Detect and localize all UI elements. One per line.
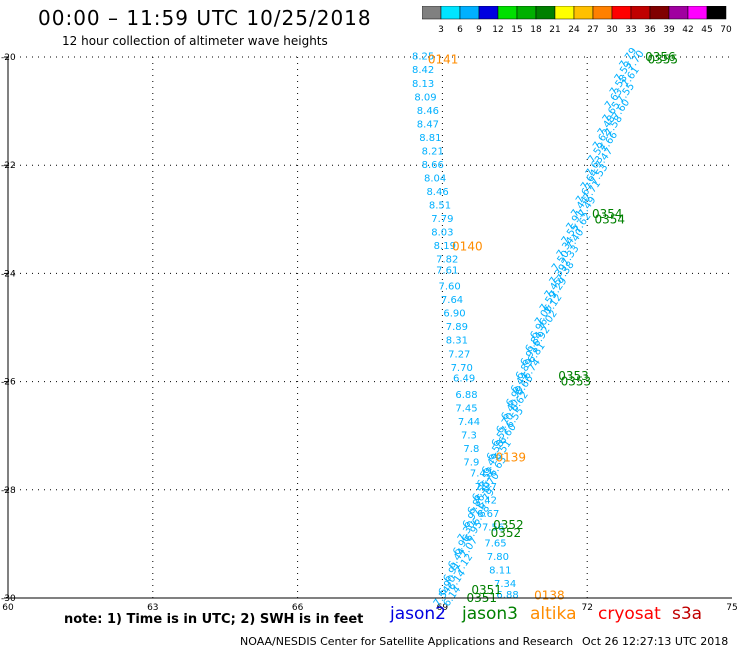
swh-value-descending: 7.80: [487, 552, 509, 563]
swh-value-descending: 7.8: [463, 444, 479, 455]
generated-timestamp: Oct 26 12:27:13 UTC 2018: [582, 635, 729, 648]
x-tick-label: 72: [581, 603, 592, 613]
swh-value-descending: 8.13: [412, 79, 434, 90]
swh-value-descending: 6.49: [453, 374, 475, 385]
swh-value-descending: 7.79: [431, 214, 453, 225]
pass-time-label: 0356: [645, 50, 676, 64]
colorbar-label: 36: [644, 25, 656, 34]
colorbar-label: 15: [511, 25, 522, 34]
swh-value-descending: 6.88: [455, 390, 477, 401]
colorbar-swatch: [706, 6, 727, 20]
colorbar-label: 39: [663, 25, 675, 34]
x-tick-label: 60: [2, 603, 14, 613]
pass-time-label: 0139: [495, 450, 526, 464]
swh-value-descending: 7.70: [451, 363, 473, 374]
x-tick-label: 63: [147, 603, 158, 613]
swh-value-descending: 7.82: [436, 255, 458, 266]
swh-value-descending: 8.51: [429, 200, 451, 211]
swh-value-descending: 7.9: [463, 457, 479, 468]
swh-value-descending: 6.88: [496, 590, 518, 601]
swh-value-descending: 7.64: [441, 295, 463, 306]
pass-time-label: 0352: [493, 518, 524, 532]
swh-value-descending: 7.42: [470, 468, 492, 479]
colorbar-label: 12: [492, 25, 503, 34]
pass-time-label: 0140: [452, 239, 483, 253]
colorbar-label: 33: [625, 25, 636, 34]
swh-value-descending: 8.42: [412, 65, 434, 76]
legend-s3a: s3a: [672, 604, 703, 624]
swh-value-descending: 7.60: [439, 282, 461, 293]
swh-value-descending: 8.47: [417, 119, 439, 130]
swh-value-descending: 8.46: [426, 187, 448, 198]
swh-value-descending: 8.25: [412, 52, 434, 63]
pass-time-label: 0355: [648, 53, 679, 67]
swh-value-descending: 8.04: [424, 173, 446, 184]
footnote: note: 1) Time is in UTC; 2) SWH is in fe…: [64, 612, 364, 627]
swh-value-descending: 7.89: [446, 322, 468, 333]
legend-jason3: jason3: [462, 604, 518, 624]
x-tick-label: 66: [292, 603, 304, 613]
pass-time-label: 0352: [491, 526, 522, 540]
swh-value-descending: 7.37: [475, 482, 497, 493]
pass-time-label: 0141: [428, 53, 459, 67]
swh-value-descending: 7.56: [482, 522, 504, 533]
swh-value-descending: 8.19: [434, 241, 456, 252]
swh-value-descending: 7.34: [494, 579, 516, 590]
swh-value-descending: 8.31: [446, 336, 468, 347]
swh-value-descending: 6.67: [477, 509, 499, 520]
swh-value-descending: 8.66: [422, 160, 444, 171]
colorbar-label: 21: [549, 25, 560, 34]
legend-altika: altika: [530, 604, 577, 624]
pass-time-label: 0351: [471, 583, 502, 597]
colorbar-label: 70: [720, 25, 732, 34]
legend-jason2: jason2: [390, 604, 446, 624]
colorbar-label: 24: [568, 25, 580, 34]
chart-title: 00:00 – 11:59 UTC 10/25/2018: [38, 6, 372, 30]
credit-text: NOAA/NESDIS Center for Satellite Applica…: [240, 635, 574, 648]
swh-value-descending: 7.27: [448, 349, 470, 360]
x-tick-label: 75: [726, 603, 737, 613]
colorbar-label: 18: [530, 25, 542, 34]
swh-value-descending: 8.21: [422, 146, 444, 157]
swh-value-descending: 8.81: [419, 133, 441, 144]
swh-value-descending: 7.65: [484, 539, 506, 550]
swh-value-descending: 7.45: [455, 403, 477, 414]
colorbar-label: 6: [457, 25, 463, 34]
pass-time-label: 0138: [534, 588, 565, 602]
colorbar-label: 42: [682, 25, 693, 34]
colorbar-label: 30: [606, 25, 618, 34]
pass-time-label: 0353: [561, 375, 592, 389]
x-tick-label: 69: [437, 603, 449, 613]
swh-value-descending: 7.44: [458, 417, 480, 428]
legend-cryosat: cryosat: [598, 604, 661, 624]
swh-value-descending: 8.46: [417, 106, 439, 117]
swh-value-descending: 7.61: [436, 265, 458, 276]
swh-value-descending: 8.11: [489, 566, 511, 577]
colorbar-label: 45: [701, 25, 712, 34]
swh-value-descending: 7.3: [461, 430, 477, 441]
y-tick-label: -30: [1, 594, 16, 604]
swh-value-descending: 6.90: [443, 309, 465, 320]
colorbar-label: 9: [476, 25, 482, 34]
pass-time-label: 0353: [558, 369, 589, 383]
pass-time-label: 0354: [592, 207, 623, 221]
swh-value-descending: 8.09: [414, 92, 436, 103]
colorbar-label: 3: [438, 25, 444, 34]
swh-value-descending: 8.03: [431, 228, 453, 239]
chart-subtitle: 12 hour collection of altimeter wave hei…: [62, 34, 328, 48]
swh-value-descending: 7.42: [475, 495, 497, 506]
colorbar-label: 27: [587, 25, 598, 34]
pass-time-label: 0354: [594, 212, 625, 226]
